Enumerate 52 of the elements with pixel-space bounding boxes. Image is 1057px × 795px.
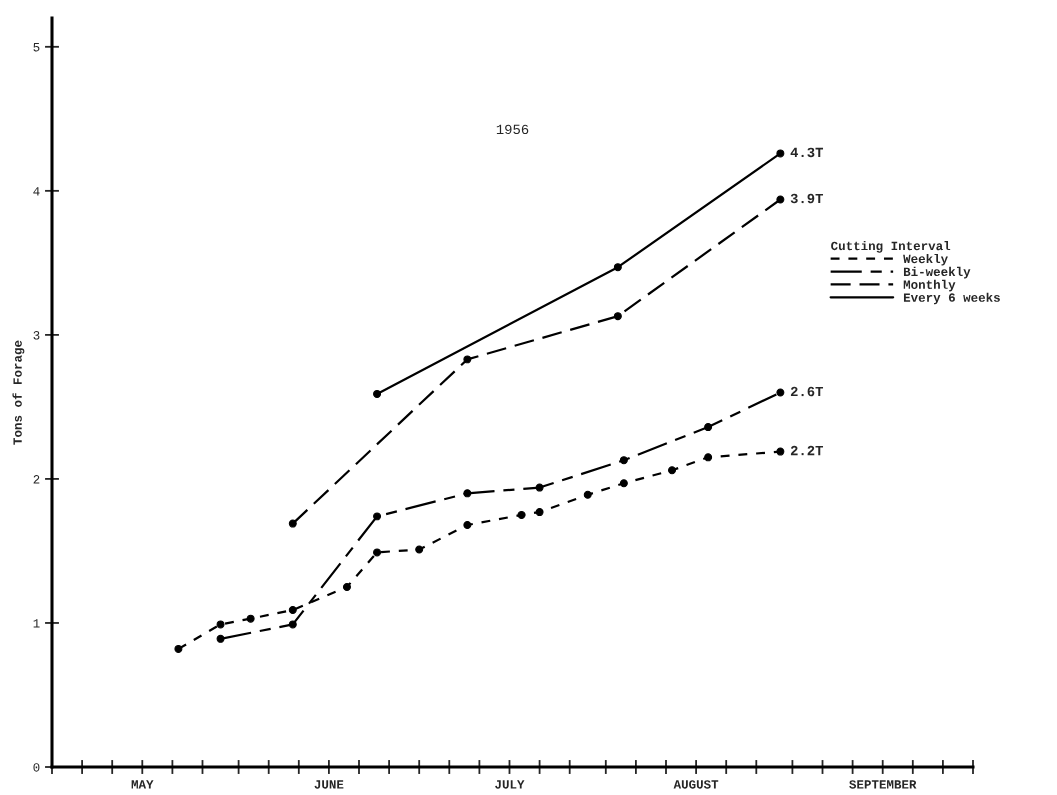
legend-label: Monthly <box>903 279 956 292</box>
point <box>668 466 677 475</box>
point <box>373 548 382 557</box>
point <box>373 389 382 398</box>
legend-label: Bi-weekly <box>903 266 971 279</box>
point <box>619 456 628 465</box>
x-tick-label: AUGUST <box>673 780 719 789</box>
y-tick-label: 3 <box>33 331 40 340</box>
y-tick-label: 4 <box>33 187 40 196</box>
point <box>776 447 785 456</box>
point <box>613 263 622 272</box>
point <box>535 483 544 492</box>
point <box>246 614 255 623</box>
data-label: 2.6T <box>790 386 824 397</box>
legend-title: Cutting Interval <box>831 241 951 253</box>
point <box>463 521 472 530</box>
point <box>613 312 622 321</box>
point <box>288 620 297 629</box>
legend-label: Every 6 weeks <box>903 292 1000 305</box>
point <box>288 606 297 614</box>
point <box>216 634 225 643</box>
point <box>288 519 297 528</box>
data-label: 4.3T <box>790 147 824 158</box>
x-tick-label: SEPTEMBER <box>849 780 917 789</box>
point <box>463 489 472 498</box>
point <box>776 388 785 397</box>
point <box>583 490 592 499</box>
data-label: 2.2T <box>790 445 824 456</box>
y-tick-label: 1 <box>33 619 40 628</box>
point <box>342 582 351 591</box>
y-tick-label: 0 <box>33 763 40 772</box>
point <box>463 355 472 364</box>
point <box>174 644 183 653</box>
point <box>619 479 628 488</box>
point <box>216 620 225 629</box>
point <box>415 545 424 554</box>
y-tick-label: 2 <box>33 475 40 484</box>
x-tick-label: JUNE <box>314 780 344 789</box>
data-label: 3.9T <box>790 193 824 204</box>
point <box>373 512 382 521</box>
x-tick-label: MAY <box>131 780 154 789</box>
point <box>535 508 544 517</box>
point <box>704 423 713 432</box>
point <box>704 453 713 462</box>
x-tick-label: JULY <box>495 780 525 789</box>
y-tick-label: 5 <box>33 43 40 52</box>
annotation: 1956 <box>496 124 529 135</box>
y-axis-title: Tons of Forage <box>12 340 25 445</box>
point <box>776 149 785 158</box>
legend-label: Weekly <box>903 253 948 266</box>
point <box>517 510 526 519</box>
point <box>776 195 785 204</box>
